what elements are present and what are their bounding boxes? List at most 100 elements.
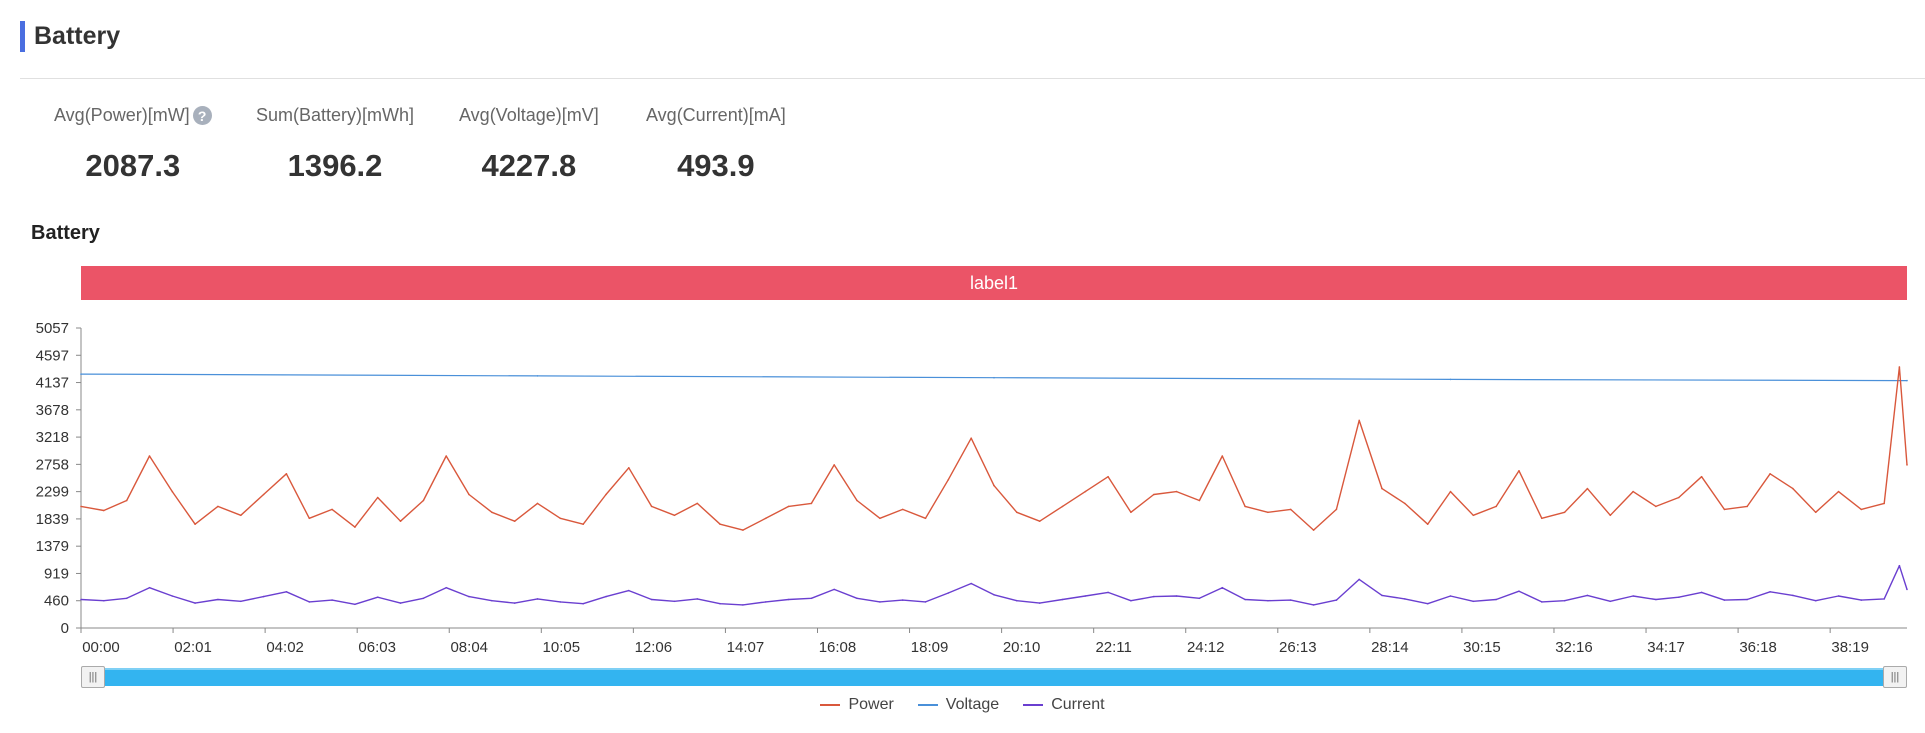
data-point-current (1792, 594, 1794, 597)
data-point-power (1038, 520, 1041, 522)
question-circle-icon[interactable]: ? (192, 106, 212, 125)
data-point-power (491, 511, 493, 514)
legend-item-current[interactable]: Current (1023, 696, 1105, 714)
data-point-current (1700, 591, 1703, 594)
metric-avg-power: Avg(Power)[mW] ? 2087.3 (54, 105, 212, 184)
legend-label: Current (1051, 696, 1105, 713)
series-line-current (80, 565, 1908, 606)
x-tick-label: 34:17 (1647, 639, 1685, 656)
data-point-current (1655, 598, 1657, 601)
metric-label: Avg(Current)[mA] (646, 105, 786, 125)
data-point-current (1837, 595, 1840, 597)
chart-title: Battery (31, 222, 100, 244)
header-divider (20, 78, 1925, 79)
data-point-power (901, 508, 904, 511)
data-point-power (1312, 529, 1315, 531)
data-point-current (399, 602, 402, 604)
data-point-voltage (1449, 378, 1452, 381)
data-point-current (1426, 602, 1429, 605)
data-point-power (765, 517, 767, 520)
data-point-current (742, 604, 744, 606)
data-point-current (1198, 597, 1201, 600)
legend-swatch (1023, 704, 1044, 706)
data-point-power (1244, 505, 1246, 508)
x-tick-label: 04:02 (266, 639, 304, 656)
data-point-power (810, 502, 813, 505)
data-point-current (696, 598, 699, 600)
data-point-power (1837, 490, 1840, 493)
data-point-current (1404, 598, 1406, 600)
data-point-current (422, 597, 425, 600)
data-point-current (1244, 598, 1246, 601)
data-point-power (285, 473, 288, 475)
data-point-power (1221, 455, 1224, 457)
data-point-power (1883, 502, 1885, 505)
data-point-power (1175, 490, 1178, 493)
data-point-current (628, 589, 630, 592)
legend-label: Voltage (945, 696, 1000, 713)
metric-label: Sum(Battery)[mWh] (256, 105, 415, 125)
data-point-power (536, 502, 539, 505)
data-point-current (1289, 599, 1292, 601)
x-tick-label: 16:08 (819, 639, 857, 656)
x-tick-label: 28:14 (1371, 639, 1409, 656)
data-point-power (217, 505, 219, 508)
data-point-current (536, 598, 539, 600)
data-point-power (1198, 499, 1201, 502)
y-tick-label: 1379 (36, 538, 69, 555)
data-point-power (582, 523, 584, 525)
data-point-current (125, 597, 128, 600)
data-point-current (1016, 599, 1018, 602)
x-tick-label: 02:01 (174, 639, 212, 656)
x-tick-label: 26:13 (1279, 639, 1317, 656)
data-point-current (80, 598, 82, 601)
y-tick-label: 5057 (36, 320, 69, 337)
x-tick-label: 32:16 (1555, 639, 1593, 656)
data-point-power (1860, 508, 1863, 511)
data-point-current (1898, 564, 1901, 567)
legend-item-power[interactable]: Power (820, 696, 894, 714)
x-tick-label: 14:07 (727, 639, 765, 656)
metric-value: 493.9 (677, 148, 755, 183)
legend-item-voltage[interactable]: Voltage (917, 696, 1000, 714)
data-point-power (1769, 473, 1771, 475)
data-point-current (217, 598, 219, 601)
section-header: Battery (20, 20, 120, 53)
data-point-power (1153, 493, 1155, 496)
slider-handle-start[interactable]: ||| (81, 666, 105, 688)
data-zoom-slider[interactable]: ||| ||| (81, 666, 1907, 688)
data-point-current (879, 601, 881, 603)
x-tick-label: 22:11 (1095, 639, 1131, 656)
y-tick-label: 4597 (36, 347, 69, 364)
x-tick-label: 36:18 (1739, 639, 1777, 656)
data-point-power (194, 523, 196, 525)
data-point-power (513, 520, 516, 522)
data-point-current (285, 591, 288, 593)
slider-track[interactable] (81, 668, 1907, 686)
data-point-voltage (1906, 379, 1908, 382)
data-point-current (331, 599, 333, 601)
data-point-power (1107, 475, 1109, 478)
data-point-current (468, 595, 470, 598)
data-point-current (582, 602, 584, 605)
data-point-current (673, 600, 676, 603)
data-point-power (1267, 511, 1269, 514)
slider-handle-end[interactable]: ||| (1883, 666, 1907, 688)
data-point-power (970, 437, 972, 439)
y-tick-label: 4137 (36, 375, 69, 392)
data-point-power (856, 499, 858, 502)
y-tick-label: 1839 (36, 511, 69, 528)
data-point-power (947, 478, 950, 481)
data-point-power (833, 464, 835, 466)
data-point-current (1107, 591, 1109, 594)
data-point-power (1084, 490, 1087, 493)
data-point-power (80, 505, 82, 508)
data-point-current (1061, 598, 1064, 601)
data-point-current (262, 595, 265, 598)
data-point-current (1449, 595, 1452, 597)
data-point-current (1221, 586, 1224, 589)
data-point-power (719, 523, 721, 525)
data-point-power (605, 493, 607, 496)
data-point-current (1472, 600, 1475, 603)
y-tick-label: 2299 (36, 484, 69, 501)
